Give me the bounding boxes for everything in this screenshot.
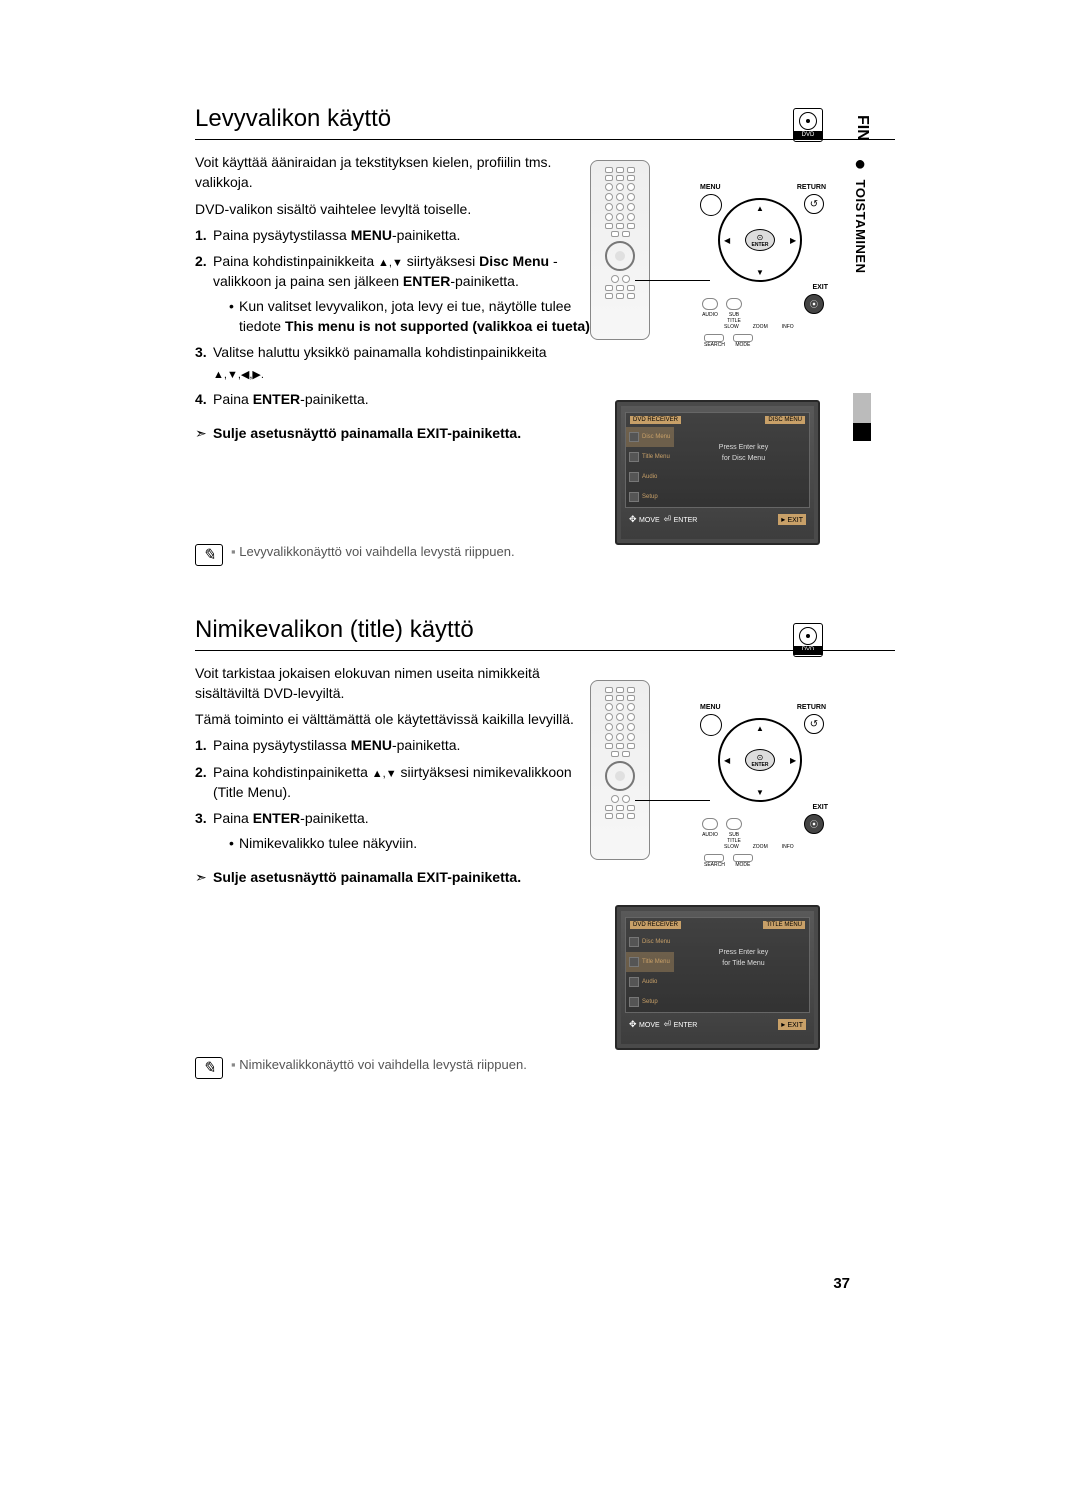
intro-text: Voit tarkistaa jokaisen elokuvan nimen u… <box>195 663 595 704</box>
page-number: 37 <box>833 1275 850 1292</box>
exit-label: EXIT <box>812 284 828 291</box>
sub-step: Kun valitset levyvalikon, jota levy ei t… <box>213 296 595 337</box>
audio-button[interactable] <box>702 818 718 830</box>
audio-button[interactable] <box>702 298 718 310</box>
tv-sidebar: Disc Menu Title Menu Audio Setup <box>626 932 674 1012</box>
tv-header-right: TITLE MENU <box>763 921 805 929</box>
subtitle-button[interactable] <box>726 298 742 310</box>
tv-menu-item: Disc Menu <box>626 427 674 447</box>
note-text: Nimikevalikkonäyttö voi vaihdella levyst… <box>231 1057 527 1072</box>
tv-menu-item: Disc Menu <box>626 932 674 952</box>
nav-cluster: MENU RETURN ↺ ▲ ▼ ◀ ▶ ⊙ ENTER EXIT ⦿ AUD… <box>690 180 830 350</box>
step-item: 2. Paina kohdistinpainiketta ▲,▼ siirtyä… <box>195 762 595 803</box>
tv-header-right: DISC MENU <box>765 416 805 424</box>
up-arrow-icon: ▲ <box>756 204 764 213</box>
section-title: Nimikevalikon (title) käyttö <box>195 616 895 651</box>
step-item: 2. Paina kohdistinpainikkeita ▲,▼ siirty… <box>195 251 595 336</box>
remote-ring-icon <box>605 241 635 271</box>
down-arrow-icon: ▼ <box>756 268 764 277</box>
nav-cluster: MENU RETURN ↺ ▲ ▼ ◀ ▶ ⊙ ENTER EXIT ⦿ AUD… <box>690 700 830 870</box>
tv-footer: ✥ MOVE ⏎ ENTER ▸ EXIT <box>625 1019 810 1030</box>
tv-menu-item: Audio <box>626 467 674 487</box>
tv-menu-item: Title Menu <box>626 447 674 467</box>
right-arrow-icon: ▶ <box>790 756 796 765</box>
tv-menu-item: Setup <box>626 992 674 1012</box>
step-list: 1. Paina pysäytystilassa MENU-painiketta… <box>195 225 595 409</box>
down-arrow-icon: ▼ <box>756 788 764 797</box>
remote-illustration <box>590 160 650 340</box>
section-body: Voit käyttää ääniraidan ja tekstityksen … <box>195 152 595 444</box>
mode-button[interactable] <box>733 854 753 862</box>
intro-text: Voit käyttää ääniraidan ja tekstityksen … <box>195 152 595 193</box>
return-button[interactable]: ↺ <box>804 714 824 734</box>
note-icon: ✎ <box>195 544 223 566</box>
menu-label: MENU <box>700 704 721 711</box>
tv-header-left: DVD RECEIVER <box>630 921 681 929</box>
step-item: 1. Paina pysäytystilassa MENU-painiketta… <box>195 735 595 755</box>
mode-button[interactable] <box>733 334 753 342</box>
step-item: 1. Paina pysäytystilassa MENU-painiketta… <box>195 225 595 245</box>
tv-message: Press Enter key for Disc Menu <box>684 443 803 464</box>
left-arrow-icon: ◀ <box>724 756 730 765</box>
tv-sidebar: Disc Menu Title Menu Audio Setup <box>626 427 674 507</box>
tv-message: Press Enter key for Title Menu <box>684 948 803 969</box>
return-label: RETURN <box>797 704 826 711</box>
subtitle-button[interactable] <box>726 818 742 830</box>
exit-note: Sulje asetusnäyttö painamalla EXIT-paini… <box>195 867 595 887</box>
enter-button[interactable]: ⊙ ENTER <box>745 749 775 771</box>
enter-button[interactable]: ⊙ ENTER <box>745 229 775 251</box>
note-text: Levyvalikkonäyttö voi vaihdella levystä … <box>231 544 515 559</box>
remote-ring-icon <box>605 761 635 791</box>
sub-step: Nimikevalikko tulee näkyviin. <box>213 833 595 853</box>
step-item: 3. Valitse haluttu yksikkö painamalla ko… <box>195 342 595 383</box>
note-box: ✎ Levyvalikkonäyttö voi vaihdella levyst… <box>195 544 895 566</box>
search-button[interactable] <box>704 334 724 342</box>
right-arrow-icon: ▶ <box>790 236 796 245</box>
tv-header-left: DVD RECEIVER <box>630 416 681 424</box>
tv-menu-item: Title Menu <box>626 952 674 972</box>
left-arrow-icon: ◀ <box>724 236 730 245</box>
section-title: Levyvalikon käyttö <box>195 105 895 140</box>
step-list: 1. Paina pysäytystilassa MENU-painiketta… <box>195 735 595 852</box>
note-icon: ✎ <box>195 1057 223 1079</box>
step-item: 3. Paina ENTER-painiketta. Nimikevalikko… <box>195 808 595 853</box>
tv-screenshot: DVD RECEIVER DISC MENU Disc Menu Title M… <box>615 400 820 545</box>
menu-button[interactable] <box>700 194 722 216</box>
remote-illustration <box>590 680 650 860</box>
up-arrow-icon: ▲ <box>756 724 764 733</box>
exit-label: EXIT <box>812 804 828 811</box>
exit-button[interactable]: ⦿ <box>804 814 824 834</box>
exit-button[interactable]: ⦿ <box>804 294 824 314</box>
tv-screenshot: DVD RECEIVER TITLE MENU Disc Menu Title … <box>615 905 820 1050</box>
tv-menu-item: Setup <box>626 487 674 507</box>
menu-button[interactable] <box>700 714 722 736</box>
exit-note: Sulje asetusnäyttö painamalla EXIT-paini… <box>195 423 595 443</box>
return-button[interactable]: ↺ <box>804 194 824 214</box>
intro-text: DVD-valikon sisältö vaihtelee levyltä to… <box>195 199 595 219</box>
tv-footer: ✥ MOVE ⏎ ENTER ▸ EXIT <box>625 514 810 525</box>
return-label: RETURN <box>797 184 826 191</box>
tv-menu-item: Audio <box>626 972 674 992</box>
intro-text: Tämä toiminto ei välttämättä ole käytett… <box>195 709 595 729</box>
menu-label: MENU <box>700 184 721 191</box>
note-box: ✎ Nimikevalikkonäyttö voi vaihdella levy… <box>195 1057 895 1079</box>
search-button[interactable] <box>704 854 724 862</box>
step-item: 4. Paina ENTER-painiketta. <box>195 389 595 409</box>
section-body: Voit tarkistaa jokaisen elokuvan nimen u… <box>195 663 595 888</box>
